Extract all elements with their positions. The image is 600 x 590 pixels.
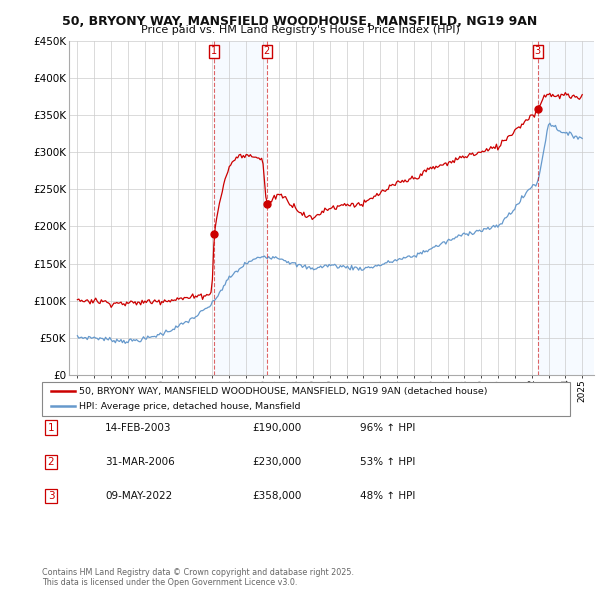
Text: 1: 1: [47, 423, 55, 432]
Text: 53% ↑ HPI: 53% ↑ HPI: [360, 457, 415, 467]
Text: £230,000: £230,000: [252, 457, 301, 467]
Text: 3: 3: [47, 491, 55, 501]
Text: 50, BRYONY WAY, MANSFIELD WOODHOUSE, MANSFIELD, NG19 9AN: 50, BRYONY WAY, MANSFIELD WOODHOUSE, MAN…: [62, 15, 538, 28]
Text: 1: 1: [211, 46, 217, 56]
Text: 2: 2: [47, 457, 55, 467]
Text: 48% ↑ HPI: 48% ↑ HPI: [360, 491, 415, 501]
Bar: [214, 41, 267, 375]
Text: Price paid vs. HM Land Registry's House Price Index (HPI): Price paid vs. HM Land Registry's House …: [140, 25, 460, 35]
Text: 96% ↑ HPI: 96% ↑ HPI: [360, 423, 415, 432]
Text: 14-FEB-2003: 14-FEB-2003: [105, 423, 172, 432]
Text: Contains HM Land Registry data © Crown copyright and database right 2025.
This d: Contains HM Land Registry data © Crown c…: [42, 568, 354, 587]
Text: 2: 2: [263, 46, 270, 56]
Text: £190,000: £190,000: [252, 423, 301, 432]
Text: HPI: Average price, detached house, Mansfield: HPI: Average price, detached house, Mans…: [79, 402, 301, 411]
Bar: [538, 41, 594, 375]
Text: 09-MAY-2022: 09-MAY-2022: [105, 491, 172, 501]
Text: £358,000: £358,000: [252, 491, 301, 501]
Text: 31-MAR-2006: 31-MAR-2006: [105, 457, 175, 467]
Text: 3: 3: [535, 46, 541, 56]
Text: 50, BRYONY WAY, MANSFIELD WOODHOUSE, MANSFIELD, NG19 9AN (detached house): 50, BRYONY WAY, MANSFIELD WOODHOUSE, MAN…: [79, 387, 488, 396]
